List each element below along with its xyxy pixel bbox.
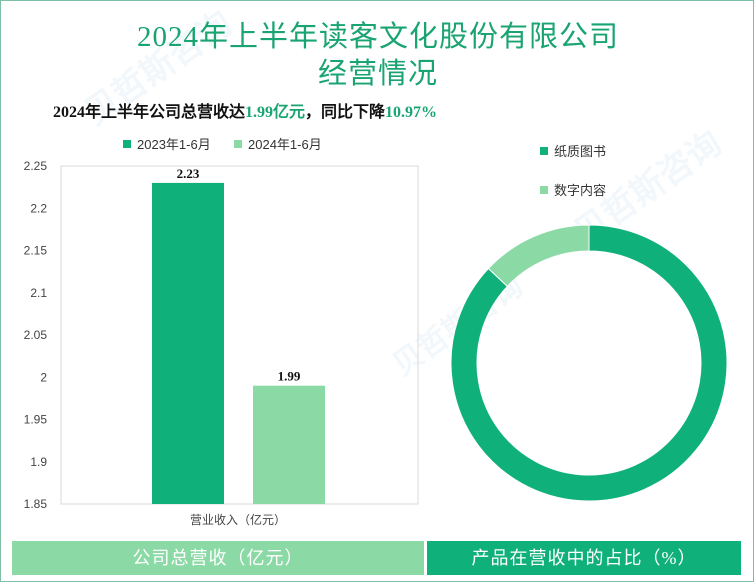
subtitle-decline: 10.97% [385, 104, 438, 121]
legend-label-digital-content: 数字内容 [554, 183, 607, 198]
y-tick-label: 1.9 [30, 455, 47, 469]
footer-revenue-label: 公司总营收（亿元） [12, 541, 424, 575]
y-tick-label: 2.25 [24, 159, 48, 173]
legend-swatch-2024 [234, 140, 242, 148]
chart-subtitle: 2024年上半年公司总营收达1.99亿元，同比下降10.97% [53, 98, 437, 122]
chart-title-line-2: 经营情况 [317, 58, 438, 90]
legend-swatch-2023 [123, 140, 131, 148]
y-tick-label: 2.15 [24, 244, 48, 258]
legend-swatch-digital-content [540, 186, 548, 194]
legend-label-paper-books: 纸质图书 [554, 144, 607, 159]
plot-area-border [60, 165, 419, 505]
legend-label-2024: 2024年1-6月 [248, 137, 322, 152]
y-tick-label: 1.85 [24, 497, 48, 511]
subtitle-middle: ，同比下降 [305, 104, 386, 121]
legend-item-digital-content: 数字内容 [540, 180, 606, 199]
subtitle-revenue: 1.99亿元 [245, 104, 306, 121]
y-tick-label: 1.95 [24, 413, 48, 427]
data-label-2024: 1.99 [278, 369, 301, 384]
y-tick-label: 2.1 [30, 286, 47, 300]
y-tick-label: 2.2 [30, 201, 47, 215]
y-tick-label: 2.05 [24, 328, 48, 342]
legend-item-paper-books: 纸质图书 [540, 141, 606, 160]
chart-title-line-1: 2024年上半年读客文化股份有限公司 [136, 21, 619, 53]
bar-2024 [253, 385, 325, 504]
legend-item-2023: 2023年1-6月 [123, 134, 211, 153]
subtitle-prefix: 2024年上半年公司总营收达 [53, 104, 246, 121]
donut-slice-digital-content [487, 224, 590, 288]
legend-swatch-paper-books [540, 147, 548, 155]
donut-slice-paper-books [450, 224, 728, 502]
y-tick-label: 2 [40, 370, 47, 384]
bar-2023 [152, 182, 224, 504]
data-label-2023: 2.23 [177, 166, 200, 181]
x-category-label: 营业收入（亿元） [190, 512, 286, 527]
footer-share-label: 产品在营收中的占比（%） [427, 541, 741, 575]
legend-label-2023: 2023年1-6月 [137, 137, 211, 152]
legend-item-2024: 2024年1-6月 [234, 134, 322, 153]
